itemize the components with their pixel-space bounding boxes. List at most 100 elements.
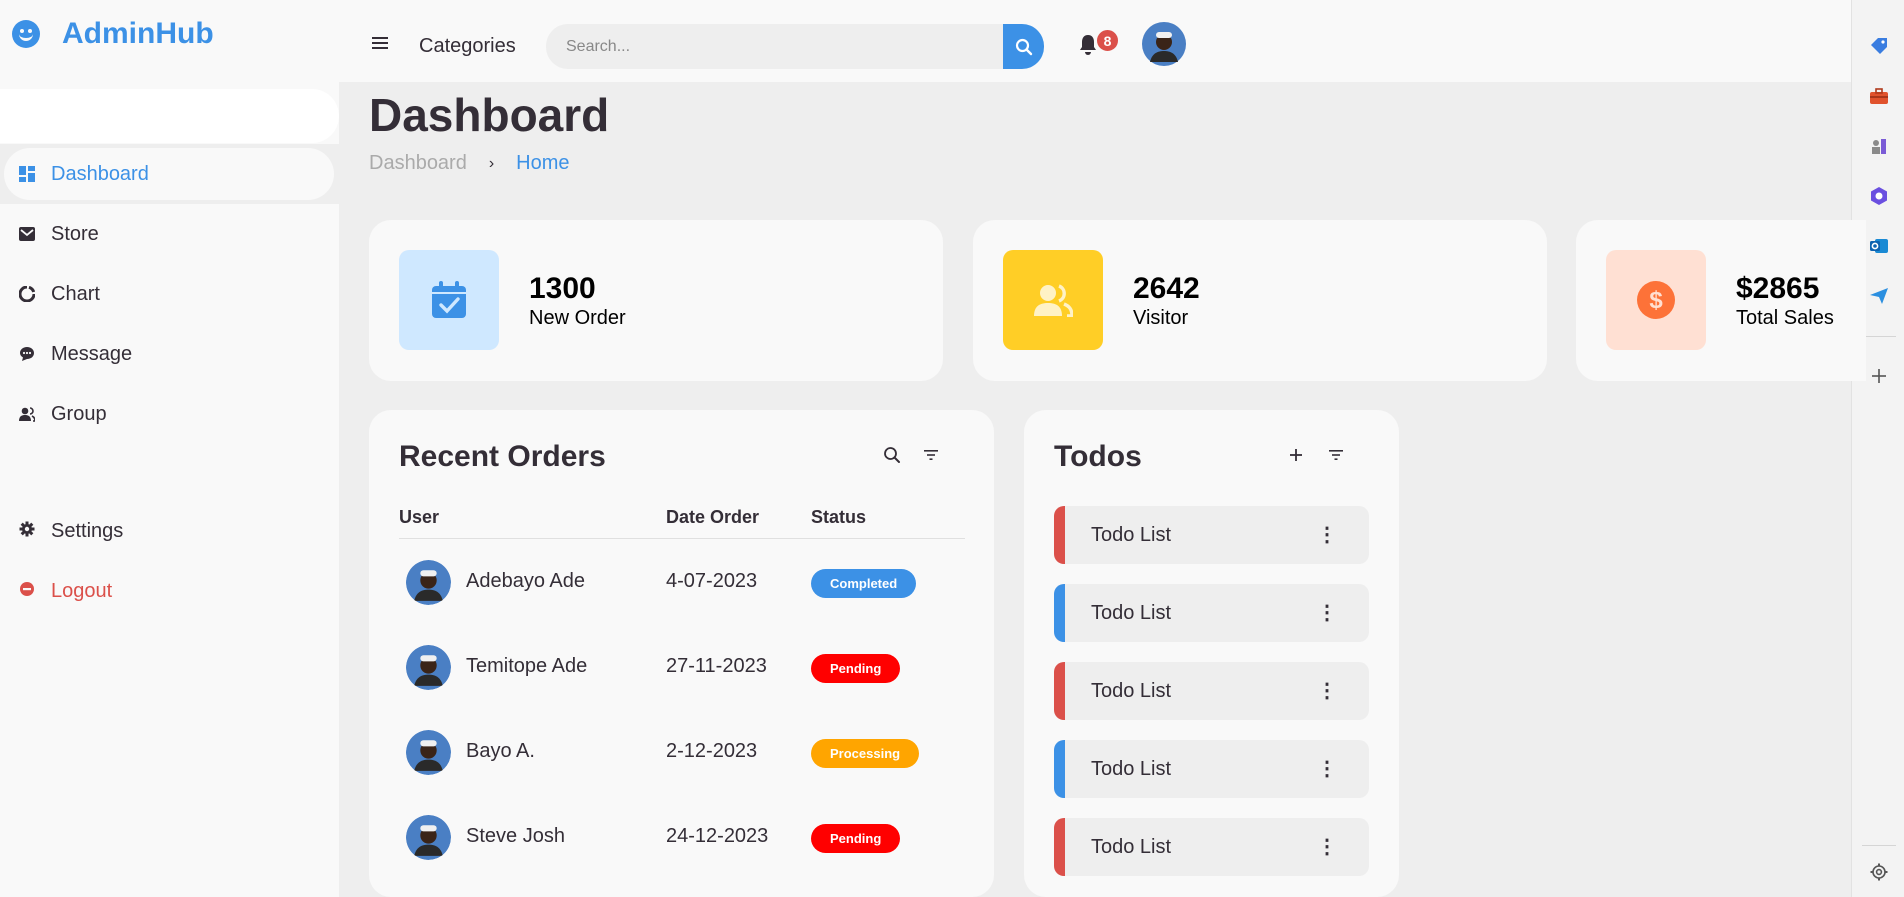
- chevron-right-icon: ›: [488, 154, 495, 172]
- menu-icon[interactable]: [372, 30, 388, 56]
- search-input[interactable]: [546, 24, 1006, 69]
- top-nav: Categories 8: [339, 0, 1851, 82]
- table-row[interactable]: Adebayo Ade 4-07-2023 Completed: [399, 540, 965, 625]
- page-title: Dashboard: [369, 89, 610, 141]
- order-user: Adebayo Ade: [466, 570, 585, 592]
- sidebar-item-label: Group: [51, 402, 107, 425]
- avatar: [406, 815, 451, 860]
- more-vertical-icon[interactable]: ⋮: [1317, 836, 1337, 858]
- todo-text: Todo List: [1091, 602, 1172, 624]
- header-divider: [399, 538, 965, 539]
- side-menu: Dashboard Store Chart Message Group: [0, 144, 339, 444]
- chart-icon: [18, 285, 36, 303]
- sidebar-item-logout[interactable]: Logout: [0, 561, 339, 621]
- sidebar-item-label: Settings: [51, 519, 124, 542]
- todo-item[interactable]: Todo List ⋮: [1054, 584, 1369, 642]
- more-vertical-icon[interactable]: ⋮: [1317, 758, 1337, 780]
- stat-label: New Order: [529, 307, 626, 329]
- breadcrumb-item-dashboard[interactable]: Dashboard: [369, 152, 467, 174]
- todo-item[interactable]: Todo List ⋮: [1054, 740, 1369, 798]
- dashboard-icon: [18, 165, 36, 183]
- sidebar-item-group[interactable]: Group: [0, 384, 339, 444]
- smiley-logo-icon: [12, 20, 40, 48]
- order-date: 2-12-2023: [666, 740, 758, 762]
- browser-side-rail: [1851, 0, 1904, 897]
- nav-categories-link[interactable]: Categories: [419, 35, 516, 57]
- sidebar-item-chart[interactable]: Chart: [0, 264, 339, 324]
- todo-status-bar: [1054, 740, 1065, 798]
- todo-item[interactable]: Todo List ⋮: [1054, 662, 1369, 720]
- svg-text:$: $: [1649, 287, 1663, 314]
- add-icon[interactable]: [1869, 366, 1889, 386]
- brand[interactable]: AdminHub: [12, 16, 214, 52]
- chess-icon[interactable]: [1869, 136, 1889, 156]
- sidebar-item-dashboard[interactable]: Dashboard: [0, 144, 339, 204]
- avatar: [406, 645, 451, 690]
- order-user: Steve Josh: [466, 825, 565, 847]
- todo-item[interactable]: Todo List ⋮: [1054, 506, 1369, 564]
- more-vertical-icon[interactable]: ⋮: [1317, 524, 1337, 546]
- search-button[interactable]: [1003, 24, 1044, 69]
- notification-bell-icon[interactable]: [1078, 34, 1102, 58]
- group-icon: [18, 405, 36, 423]
- order-date: 24-12-2023: [666, 825, 769, 847]
- status-badge: Processing: [811, 739, 920, 768]
- more-vertical-icon[interactable]: ⋮: [1317, 602, 1337, 624]
- stat-card-sales: $ $2865 Total Sales: [1576, 220, 1866, 381]
- tag-icon[interactable]: [1869, 36, 1889, 56]
- main-content: Dashboard Dashboard › Home 1300 New Orde…: [339, 82, 1866, 897]
- store-icon: [18, 225, 36, 243]
- gear-icon: [18, 521, 36, 542]
- search-form: [546, 24, 1046, 69]
- more-vertical-icon[interactable]: ⋮: [1317, 680, 1337, 702]
- sidebar-item-label: Dashboard: [51, 162, 149, 185]
- table-row[interactable]: Temitope Ade 27-11-2023 Pending: [399, 625, 965, 710]
- order-date: 4-07-2023: [666, 570, 758, 592]
- sidebar: AdminHub Dashboard Store Chart Me: [0, 0, 339, 897]
- sidebar-item-store[interactable]: Store: [0, 204, 339, 264]
- todo-text: Todo List: [1091, 836, 1172, 858]
- todo-status-bar: [1054, 662, 1065, 720]
- sidebar-item-label: Message: [51, 342, 133, 365]
- search-icon[interactable]: [883, 446, 901, 470]
- sidebar-item-message[interactable]: Message: [0, 324, 339, 384]
- group-icon: [1003, 250, 1103, 350]
- todo-status-bar: [1054, 584, 1065, 642]
- logout-icon: [18, 581, 36, 602]
- table-row[interactable]: Steve Josh 24-12-2023 Pending: [399, 795, 965, 880]
- copilot-icon[interactable]: [1869, 186, 1889, 206]
- sidebar-item-label: Store: [51, 222, 99, 245]
- stat-value: 2642: [1133, 272, 1200, 305]
- filter-icon[interactable]: [1328, 446, 1344, 469]
- gear-icon[interactable]: [1869, 862, 1889, 882]
- stat-value: $2865: [1736, 272, 1820, 305]
- status-badge: Pending: [811, 654, 901, 683]
- filter-icon[interactable]: [923, 446, 939, 469]
- sidebar-item-settings[interactable]: Settings: [0, 501, 339, 561]
- column-header-user: User: [399, 507, 440, 527]
- recent-orders-card: Recent Orders User Date Order Status Ade…: [369, 410, 994, 897]
- stat-card-visitors: 2642 Visitor: [973, 220, 1547, 381]
- profile-avatar[interactable]: [1142, 22, 1186, 66]
- todos-card: Todos Todo List ⋮ Todo List ⋮ Todo List …: [1024, 410, 1399, 897]
- todo-status-bar: [1054, 818, 1065, 876]
- sidebar-notch: [0, 89, 339, 143]
- search-icon: [1015, 38, 1032, 55]
- calendar-check-icon: [399, 250, 499, 350]
- status-badge: Completed: [811, 569, 917, 598]
- rail-divider: [1862, 845, 1896, 846]
- message-icon: [18, 345, 36, 363]
- order-date: 27-11-2023: [666, 655, 767, 677]
- status-badge: Pending: [811, 824, 901, 853]
- todo-text: Todo List: [1091, 524, 1172, 546]
- todo-item[interactable]: Todo List ⋮: [1054, 818, 1369, 876]
- breadcrumb-item-home[interactable]: Home: [516, 152, 570, 174]
- add-icon[interactable]: [1288, 446, 1304, 469]
- toolbox-icon[interactable]: [1869, 86, 1889, 106]
- table-row[interactable]: Bayo A. 2-12-2023 Processing: [399, 710, 965, 795]
- outlook-icon[interactable]: [1869, 236, 1889, 256]
- send-icon[interactable]: [1869, 286, 1889, 306]
- side-menu-bottom: Settings Logout: [0, 501, 339, 621]
- order-user: Bayo A.: [466, 740, 535, 762]
- dollar-circle-icon: $: [1606, 250, 1706, 350]
